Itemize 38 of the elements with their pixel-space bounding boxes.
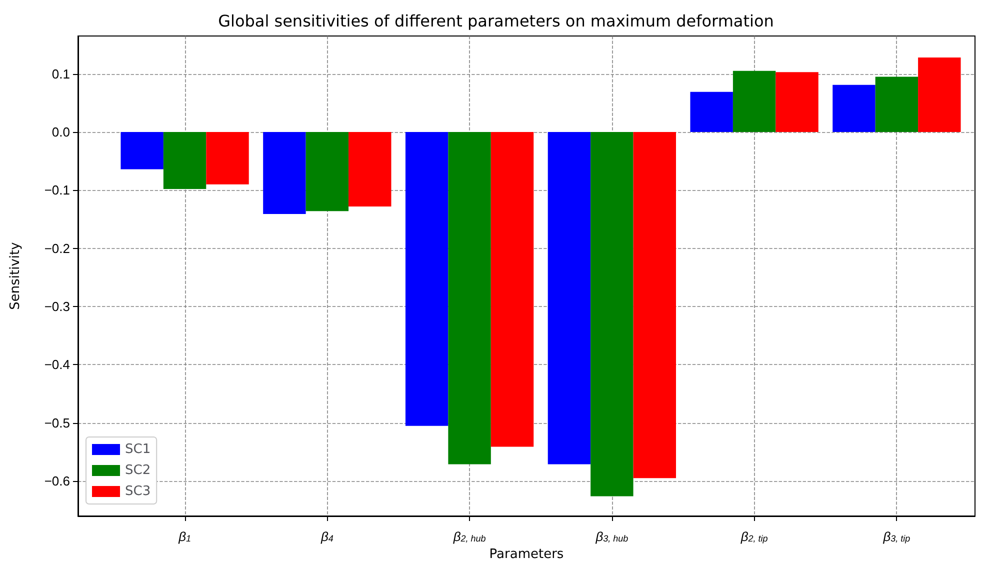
y-tick-label: −0.6: [44, 474, 70, 489]
legend-label: SC2: [125, 463, 151, 478]
bar: [490, 132, 534, 447]
bar: [405, 132, 448, 426]
y-tick-label: 0.1: [52, 66, 70, 82]
bar: [590, 132, 634, 496]
bar: [120, 132, 164, 170]
bar: [548, 132, 591, 464]
bar: [832, 84, 876, 132]
y-tick-label: −0.2: [44, 240, 70, 256]
bar: [263, 132, 306, 214]
bar: [776, 72, 818, 132]
legend-label: SC3: [125, 484, 151, 499]
y-tick-label: −0.5: [44, 415, 70, 430]
x-tick-label: β3, tip: [882, 529, 910, 544]
bar: [306, 132, 349, 212]
x-tick-label: β1: [178, 529, 192, 544]
bar: [163, 132, 206, 190]
chart-title: Global sensitivities of different parameters on maximum deformation: [218, 12, 774, 30]
y-tick-label: 0.0: [52, 124, 70, 140]
x-tick-label: β4: [320, 529, 334, 544]
x-tick-label: β3, hub: [594, 529, 628, 544]
bar: [348, 132, 392, 206]
bar: [448, 132, 491, 464]
x-axis-title: Parameters: [489, 547, 564, 562]
bar: [206, 132, 249, 184]
bar: [875, 76, 918, 132]
y-tick-label: −0.1: [44, 182, 70, 198]
y-axis-title: Sensitivity: [8, 242, 23, 310]
legend-label: SC1: [125, 442, 151, 457]
bar: [732, 70, 776, 132]
y-tick-label: −0.4: [44, 357, 70, 372]
y-tick-label: −0.3: [44, 299, 70, 314]
bar: [633, 132, 676, 478]
bar: [690, 92, 733, 132]
x-tick-label: β2, tip: [740, 529, 768, 544]
x-tick-label: β2, hub: [452, 529, 486, 544]
bar: [918, 58, 961, 132]
